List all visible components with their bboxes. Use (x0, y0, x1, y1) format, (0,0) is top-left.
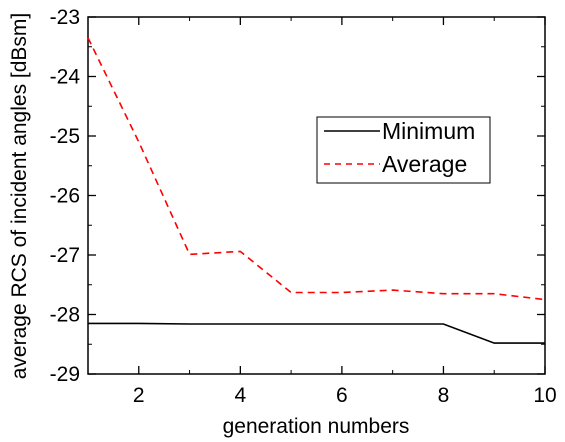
y-tick-label: -26 (50, 185, 80, 208)
plot-area (87, 16, 546, 375)
legend-box (316, 116, 491, 184)
y-tick-label: -25 (50, 125, 80, 148)
tick-labels: -23 -24 -25 -26 -27 -28 -29 2 4 6 8 10 (50, 6, 557, 407)
x-tick-label: 8 (438, 384, 450, 407)
y-tick-label: -27 (50, 244, 80, 267)
legend-label-average: Average (382, 151, 467, 177)
axis-ticks (88, 16, 546, 375)
x-tick-label: 2 (133, 384, 145, 407)
legend-label-minimum: Minimum (382, 118, 475, 144)
y-tick-label: -29 (50, 363, 80, 386)
x-tick-label: 10 (533, 384, 556, 407)
y-axis-title: average RCS of incident angles [dBsm] (8, 13, 31, 380)
series-line-minimum (88, 322, 545, 344)
series-line-average (87, 37, 546, 301)
x-axis-title: generation numbers (223, 415, 410, 438)
series-lines (87, 37, 546, 344)
y-tick-label: -24 (50, 66, 81, 89)
x-tick-label: 4 (234, 384, 246, 407)
x-tick-label: 6 (336, 384, 348, 407)
legend: Minimum Average (316, 116, 491, 184)
y-tick-label: -23 (50, 6, 80, 29)
y-tick-label: -28 (50, 304, 80, 327)
